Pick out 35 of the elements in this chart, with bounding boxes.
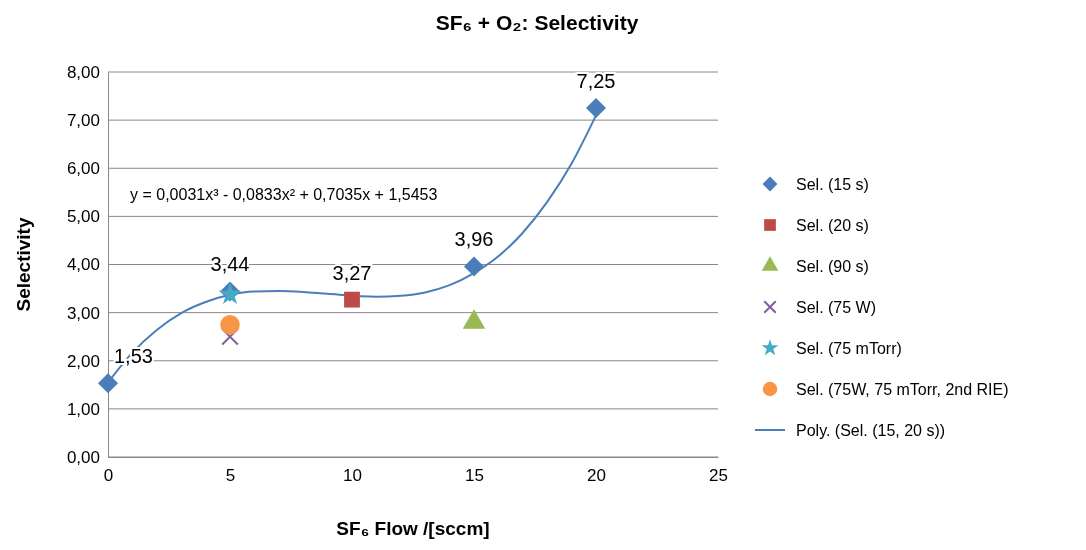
x-tick-label: 20: [587, 466, 606, 486]
y-tick-label: 4,00: [66, 255, 100, 275]
y-tick-label: 7,00: [66, 111, 100, 131]
x-tick-label: 0: [103, 466, 114, 486]
point: [220, 314, 240, 335]
y-tick-label: 8,00: [66, 62, 100, 82]
legend-label: Sel. (75 mTorr): [796, 340, 902, 357]
point: [464, 256, 484, 277]
x-axis-title: SF₆ Flow /[sccm]: [336, 518, 490, 539]
data-label: 3,96: [454, 228, 494, 251]
x-tick-label: 10: [343, 466, 362, 486]
data-label: 3,27: [332, 261, 372, 284]
y-tick-label: 2,00: [66, 351, 100, 371]
x-tick-label: 25: [709, 466, 728, 486]
point: [344, 291, 360, 308]
point: [98, 373, 118, 394]
y-tick-label: 1,00: [66, 399, 100, 419]
x-tick-label: 15: [465, 466, 484, 486]
legend-label: Sel. (90 s): [796, 258, 869, 275]
y-tick-label: 0,00: [66, 447, 100, 467]
y-tick-label: 5,00: [66, 207, 100, 227]
y-tick-label: 6,00: [66, 159, 100, 179]
legend-label: Sel. (20 s): [796, 217, 869, 234]
point: [586, 98, 606, 119]
annotation: y = 0,0031x³ - 0,0833x² + 0,7035x + 1,5453: [130, 186, 438, 203]
legend-label: Sel. (75 W): [796, 299, 877, 316]
x-tick-label: 5: [225, 466, 236, 486]
legend-label: Sel. (15 s): [796, 176, 869, 193]
legend-label: Poly. (Sel. (15, 20 s)): [796, 422, 946, 439]
y-axis-title: Selectivity: [13, 217, 34, 312]
data-label: 7,25: [576, 70, 616, 93]
chart-title: SF₆ + O₂: Selectivity: [435, 11, 639, 34]
y-tick-label: 3,00: [66, 303, 100, 323]
data-label: 3,44: [210, 253, 250, 276]
legend-label: Sel. (75W, 75 mTorr, 2nd RIE): [796, 381, 1009, 398]
